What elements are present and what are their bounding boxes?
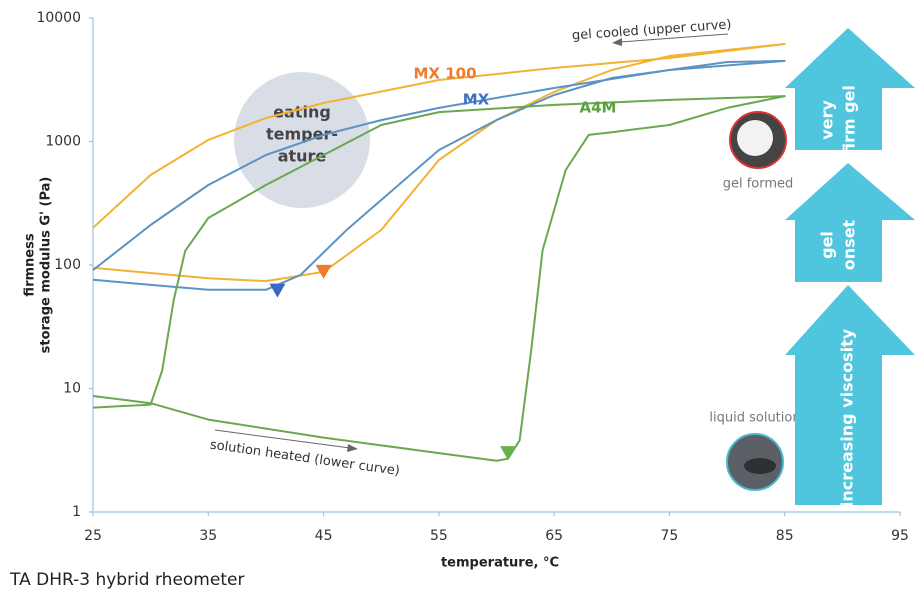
onset-marker [315,264,332,279]
category-arrow [785,163,915,282]
x-tick-label: 85 [776,528,794,544]
annotation-arrow [619,33,729,43]
x-tick-label: 95 [891,528,909,544]
x-tick-label: 35 [199,528,217,544]
arrow-label: gel [818,231,837,259]
y-tick-label: 10 [63,381,81,397]
category-arrow [785,285,915,505]
y-tick-label: 10000 [36,10,81,26]
annotation: liquid solution [709,411,800,426]
x-tick-label: 45 [315,528,333,544]
annotation: eating [273,103,331,122]
gel-image [737,120,773,156]
x-tick-label: 65 [545,528,563,544]
y-tick-label: 100 [54,257,81,273]
x-tick-label: 25 [84,528,102,544]
annotation-arrow [214,429,351,449]
series-line [92,95,786,462]
y-tick-label: 1000 [45,134,81,150]
x-axis-label: temperature, °C [441,556,559,571]
onset-marker [500,446,517,461]
arrow-label: very [818,100,837,140]
annotation: temper- [266,125,338,144]
x-tick-label: 75 [661,528,679,544]
arrow-label: increasing viscosity [838,328,857,507]
onset-marker [269,283,286,298]
series-label: MX [463,91,490,109]
series-line [92,59,786,291]
series-label: MX 100 [413,65,476,83]
liquid-image [744,458,776,474]
annotation-arrow [347,444,358,452]
footer: TA DHR-3 hybrid rheometer [9,570,244,590]
x-tick-label: 55 [430,528,448,544]
annotation: gel formed [723,177,794,192]
category-arrow [785,28,915,150]
y-tick-label: 1 [72,504,81,520]
y-axis-label: firmness [23,233,38,296]
annotation-arrow [612,38,622,46]
arrow-label: onset [840,219,859,270]
eating-zone [234,72,370,208]
arrow-label: firm gel [840,85,859,155]
series-label: A4M [580,99,617,117]
y-axis-label: storage modulus G' (Pa) [39,177,54,354]
